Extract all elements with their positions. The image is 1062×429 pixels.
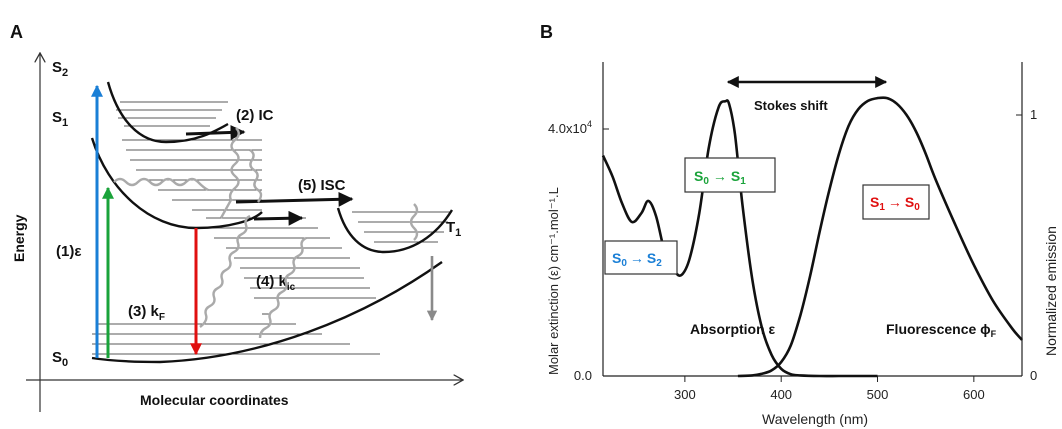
kf-label: (3) kF: [128, 303, 165, 323]
s1-s0-text: S1 → S0: [870, 194, 920, 213]
fluorescence-annotation: Fluorescence ϕF: [886, 321, 997, 339]
t1-vibrational-levels: [352, 211, 452, 243]
absorption-series-line: [601, 99, 878, 378]
relaxation-wave-s1: [113, 177, 209, 192]
energy-axis-label: Energy: [11, 214, 27, 262]
stokes-shift-label: Stokes shift: [754, 98, 828, 113]
x-ticks: 300 400 500 600: [674, 376, 985, 402]
s0-s2-box: S0 → S2: [604, 240, 678, 275]
relaxation-wave-kic-b: [258, 236, 307, 339]
absorption-label: (1)ε: [56, 243, 81, 260]
coordinate-axis-label: Molecular coordinates: [140, 392, 289, 408]
y-right-ticks: 0 1: [1016, 107, 1037, 383]
panel-a: A Energy Molecular coordinates: [10, 22, 462, 412]
isc-arrow: [235, 191, 354, 207]
ic-arrow: [185, 124, 246, 140]
y-right-tick-0: 0: [1030, 368, 1037, 383]
y-left-tick-1: 4.0x104: [548, 119, 592, 136]
emission-series-line: [737, 96, 1023, 378]
y-right-tick-1: 1: [1030, 107, 1037, 122]
x-tick-label: 600: [963, 387, 985, 402]
relaxation-wave-t1: [409, 203, 419, 241]
ic-label: (2) IC: [236, 107, 274, 124]
s0-s2-text: S0 → S2: [612, 250, 662, 269]
t1-label: T1: [446, 219, 461, 239]
y-right-axis-label: Normalized emission: [1043, 226, 1059, 356]
s2-vibrational-levels: [116, 101, 228, 127]
panel-b-label: B: [540, 22, 553, 42]
x-tick-label: 400: [770, 387, 792, 402]
s0-s1-box: S0 → S1: [684, 157, 776, 193]
x-tick-label: 500: [867, 387, 889, 402]
vibrational-relaxation-waves: [113, 127, 419, 339]
s1-s0-box: S1 → S0: [862, 184, 930, 220]
s2-label: S2: [52, 59, 68, 79]
relaxation-wave-kic-a: [199, 214, 251, 328]
t1-potential-curve: [336, 207, 454, 254]
kic-label: (4) kic: [256, 273, 296, 293]
x-tick-label: 300: [674, 387, 696, 402]
x-axis-label: Wavelength (nm): [762, 411, 868, 427]
relaxation-wave-s2: [219, 127, 240, 219]
panel-a-label: A: [10, 22, 23, 42]
relaxation-wave-s1-b: [249, 149, 263, 203]
absorption-annotation: Absorption ε: [690, 321, 776, 337]
panel-b: B 300 400 500 600 0.0 4.0x104 0 1 Molar ext…: [540, 22, 1059, 427]
y-left-tick-0: 0.0: [574, 368, 592, 383]
s0-potential-curve: [91, 261, 443, 364]
s1-label: S1: [52, 109, 68, 129]
y-left-axis-label: Molar extinction (ε) cm⁻¹.mol⁻¹.L: [546, 187, 561, 375]
kic-transfer-arrow: [253, 210, 304, 226]
y-left-ticks: 0.0 4.0x104: [548, 119, 609, 383]
s0-s1-text: S0 → S1: [694, 168, 746, 187]
s0-label: S0: [52, 349, 68, 369]
isc-label: (5) ISC: [298, 177, 346, 194]
